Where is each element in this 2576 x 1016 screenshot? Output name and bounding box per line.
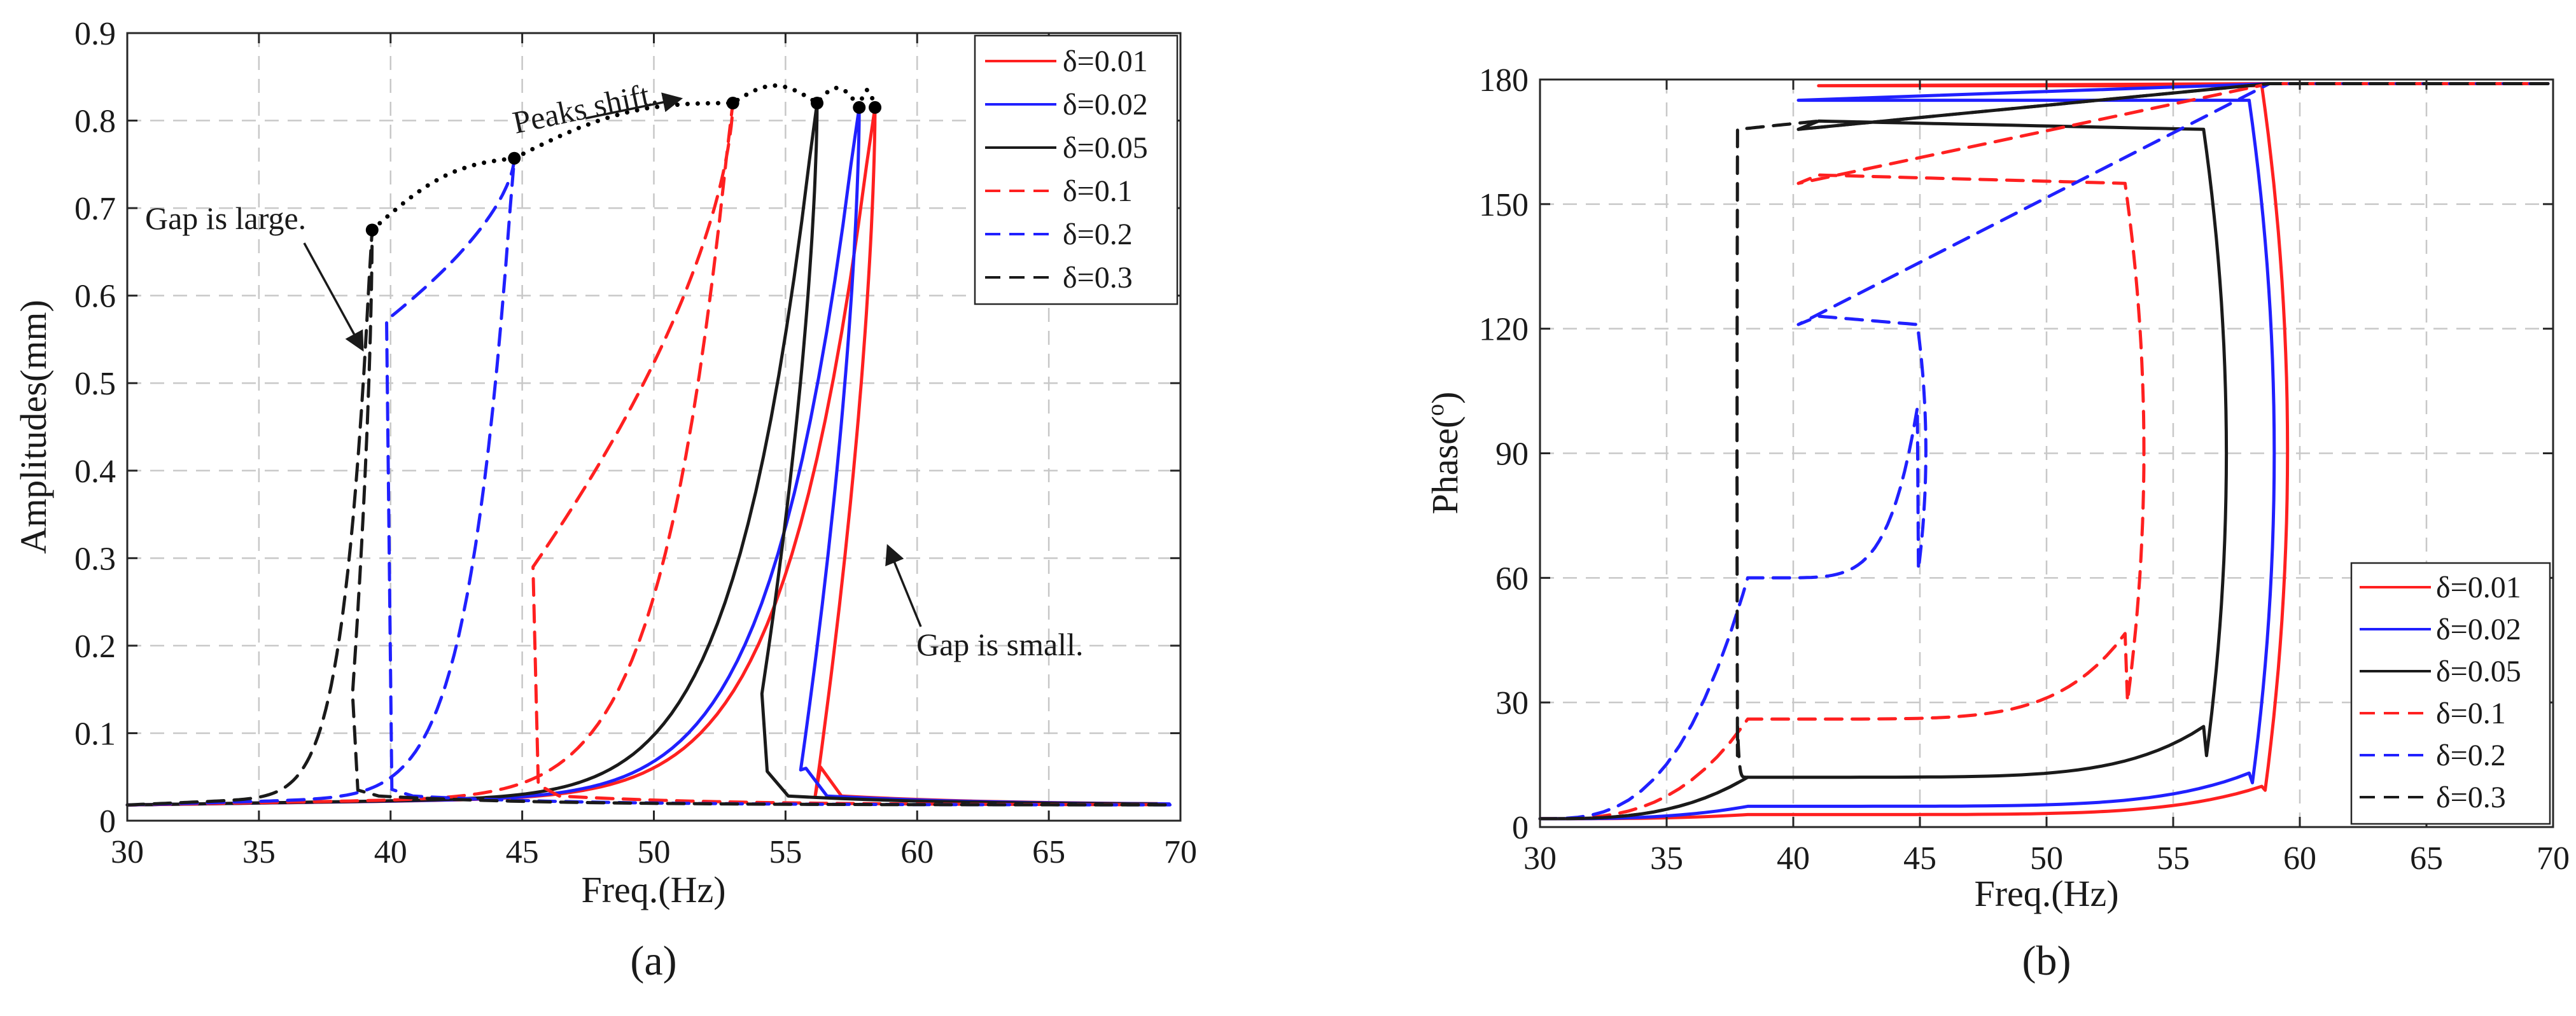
- panel-b-series-0-line: [1538, 82, 2550, 821]
- panel-b-series-2-line: [1538, 82, 2550, 821]
- legend-label: δ=0.1: [1063, 174, 1133, 208]
- panel-b-series-3-line: [1538, 82, 2550, 821]
- panel-a-x-tick-label: 45: [506, 834, 539, 870]
- panel-b-x-tick-label: 60: [2283, 840, 2316, 877]
- legend-label: δ=0.01: [1063, 45, 1148, 78]
- peak-marker: [726, 97, 739, 110]
- panel-a-y-tick-label: 0.2: [74, 629, 116, 665]
- panel-b-x-tick-label: 50: [2030, 840, 2063, 877]
- panel-a-chart: 30 35 40 45 50 55 60 65 70 0 0.1 0.2 0.3 0.4 0.5 0.6 0.7…: [13, 16, 1197, 984]
- legend-label: δ=0.01: [2436, 571, 2521, 604]
- legend-entry-2: δ=0.05: [2360, 655, 2521, 688]
- legend-entry-3: δ=0.1: [2360, 697, 2506, 730]
- legend-label: δ=0.3: [1063, 261, 1133, 295]
- panel-b-y-tick-label: 90: [1495, 436, 1529, 473]
- panel-b-x-tick-label: 30: [1523, 840, 1557, 877]
- panel-b-y-axis-label: Phase(o): [1422, 392, 1466, 515]
- panel-a-y-tick-label: 0: [99, 804, 116, 840]
- peak-marker: [365, 223, 379, 237]
- panel-a-x-tick-label: 55: [769, 834, 802, 870]
- panel-b-legend: δ=0.01 δ=0.02 δ=0.05 δ=0.1 δ=0.2 δ=0.3: [2350, 562, 2551, 825]
- panel-a-y-tick-label: 0.4: [74, 454, 116, 490]
- panel-a-x-tick-label: 35: [242, 834, 276, 870]
- panel-a-peak-trend: [365, 83, 882, 237]
- panel-a-y-tick-label: 0.7: [74, 191, 116, 227]
- peak-marker: [508, 151, 521, 165]
- legend-entry-0: δ=0.01: [2360, 571, 2521, 604]
- annotation-peaks-shift-arrow: [585, 92, 683, 120]
- panel-b-x-tick-label: 35: [1650, 840, 1683, 877]
- legend-label: δ=0.02: [1063, 88, 1148, 122]
- panel-a-x-tick-label: 50: [638, 834, 671, 870]
- peak-marker: [853, 101, 866, 114]
- panel-a-y-tick-label: 0.5: [74, 366, 116, 402]
- legend-entry-1: δ=0.02: [2360, 613, 2521, 646]
- panel-a-x-tick-label: 60: [900, 834, 934, 870]
- legend-label: δ=0.05: [1063, 131, 1148, 165]
- annotation-gap-large: Gap is large.: [145, 200, 306, 236]
- legend-label: δ=0.05: [2436, 655, 2521, 688]
- legend-label: δ=0.3: [2436, 781, 2506, 814]
- peak-marker: [869, 101, 882, 114]
- panel-b-y-tick-label: 0: [1512, 810, 1529, 846]
- legend-label: δ=0.1: [2436, 697, 2506, 730]
- legend-entry-2: δ=0.05: [985, 131, 1148, 165]
- legend-label: δ=0.2: [1063, 218, 1133, 251]
- panel-a-ticks: 30 35 40 45 50 55 60 65 70 0 0.1 0.2 0.3 0.4 0.5 0.6 0.7…: [74, 16, 1197, 870]
- panel-b-series-5-line: [1538, 82, 2550, 821]
- panel-b-x-tick-label: 65: [2410, 840, 2443, 877]
- panel-b-y-tick-label: 150: [1479, 187, 1529, 223]
- panel-a-x-tick-label: 40: [374, 834, 407, 870]
- panel-b-x-tick-label: 55: [2157, 840, 2190, 877]
- panel-b-series-4-line: [1538, 82, 2550, 821]
- panel-b-grid: [1540, 80, 2553, 827]
- panel-b-label: (b): [2022, 938, 2071, 984]
- legend-entry-5: δ=0.3: [2360, 781, 2506, 814]
- panel-a-legend: δ=0.01 δ=0.02 δ=0.05 δ=0.1 δ=0.2 δ=0.3: [974, 34, 1179, 305]
- annotation-gap-small: Gap is small.: [916, 627, 1083, 662]
- panel-a-legend-box: [974, 34, 1179, 305]
- legend-entry-1: δ=0.02: [985, 88, 1148, 122]
- peak-trend-line: [370, 83, 878, 232]
- annotation-gap-small-arrow: [885, 544, 922, 627]
- panel-a-x-tick-label: 65: [1032, 834, 1065, 870]
- panel-a-y-tick-label: 0.6: [74, 279, 116, 315]
- panel-b-curves: [1538, 82, 2550, 821]
- panel-a-series-3-line: [125, 101, 1167, 807]
- panel-b-y-tick-label: 60: [1495, 560, 1529, 597]
- panel-b-x-tick-label: 40: [1777, 840, 1810, 877]
- panel-a-x-tick-label: 30: [111, 834, 144, 870]
- panel-a-x-axis-label: Freq.(Hz): [581, 869, 725, 910]
- legend-entry-3: δ=0.1: [985, 174, 1133, 208]
- legend-entry-4: δ=0.2: [985, 218, 1133, 251]
- legend-label: δ=0.02: [2436, 613, 2521, 646]
- panel-b-y-tick-label: 30: [1495, 685, 1529, 721]
- panel-b-y-tick-label: 180: [1479, 62, 1529, 99]
- panel-a-y-tick-label: 0.9: [74, 16, 116, 52]
- panel-b-x-tick-label: 45: [1903, 840, 1936, 877]
- panel-a-curves: [125, 101, 1179, 807]
- panel-a-y-tick-label: 0.3: [74, 541, 116, 577]
- legend-entry-5: δ=0.3: [985, 261, 1133, 295]
- legend-label: δ=0.2: [2436, 739, 2506, 772]
- panel-b-series-1-line: [1538, 82, 2550, 821]
- legend-entry-0: δ=0.01: [985, 45, 1148, 78]
- panel-a-y-tick-label: 0.1: [74, 716, 116, 752]
- panel-b-legend-box: [2350, 562, 2551, 825]
- panel-a-series-5-line: [125, 228, 1171, 807]
- peak-marker: [811, 97, 824, 110]
- panel-a-y-axis-label: Amplitudes(mm): [13, 300, 54, 554]
- panel-a-label: (a): [630, 938, 676, 984]
- panel-b-x-axis-label: Freq.(Hz): [1974, 873, 2118, 914]
- panel-a-x-tick-label: 70: [1164, 834, 1197, 870]
- panel-b-y-tick-label: 120: [1479, 312, 1529, 348]
- panel-b-x-tick-label: 70: [2537, 840, 2570, 877]
- annotation-gap-large-arrow: [303, 242, 364, 352]
- legend-entry-4: δ=0.2: [2360, 739, 2506, 772]
- panel-a-y-tick-label: 0.8: [74, 104, 116, 140]
